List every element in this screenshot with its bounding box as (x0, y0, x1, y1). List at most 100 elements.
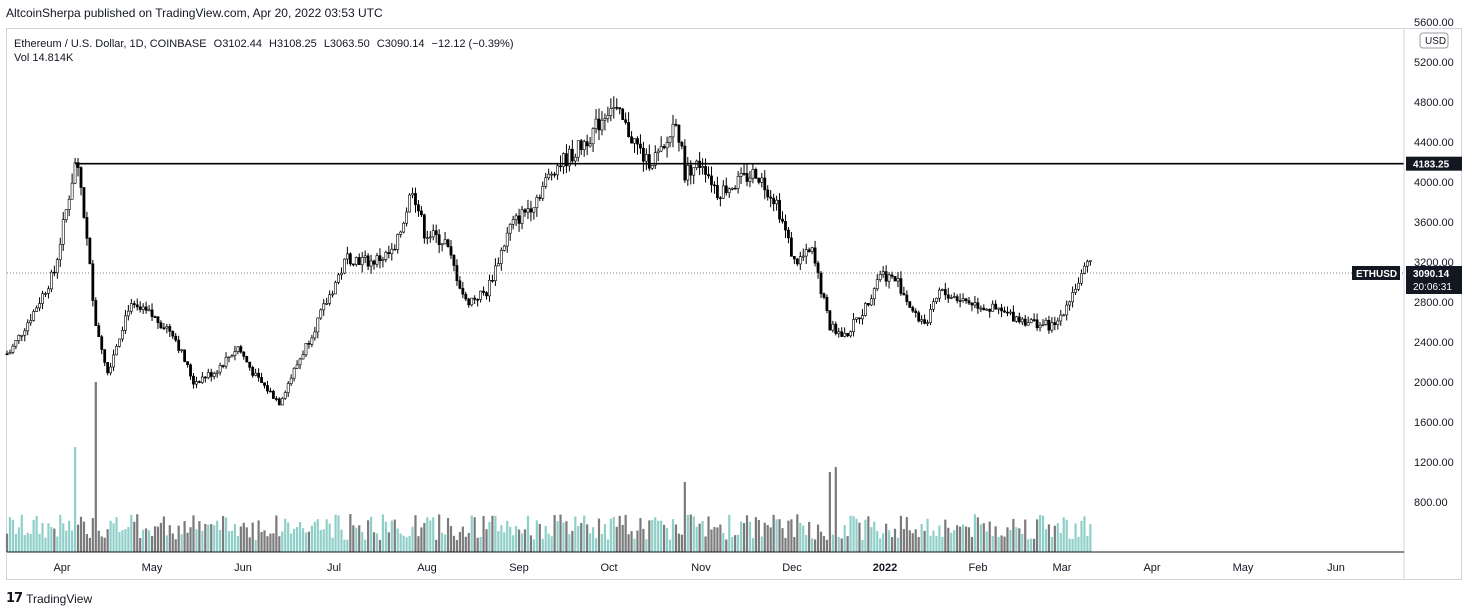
candle-body (769, 196, 773, 199)
volume-bar (423, 522, 426, 552)
volume-bar (651, 519, 654, 552)
candle (807, 247, 811, 253)
volume-bar (346, 539, 349, 552)
candle (414, 187, 417, 213)
candle-body (203, 376, 207, 379)
volume-bar (503, 532, 506, 552)
volume-bar (589, 533, 592, 552)
candle (141, 303, 145, 314)
candle (1009, 309, 1012, 316)
candle (221, 364, 225, 369)
volume-bar (358, 525, 361, 552)
volume-bar (62, 523, 65, 552)
candle-body (277, 398, 281, 406)
candle-body (529, 208, 533, 213)
candle (713, 181, 716, 194)
volume-bar (420, 527, 423, 552)
volume-bar (1071, 538, 1074, 552)
candle-body (1044, 319, 1048, 325)
candle (875, 274, 879, 292)
volume-bar (917, 537, 920, 552)
candle (254, 368, 258, 377)
chart-frame[interactable] (6, 28, 1462, 580)
volume-bar (32, 519, 35, 552)
candle-body (422, 214, 426, 239)
volume-bar (281, 531, 284, 552)
candle (124, 309, 127, 334)
candle (1006, 306, 1009, 317)
candle (902, 286, 906, 296)
time-axis[interactable]: Apr May Jun Jul Aug Sep Oct Nov Dec 2022 Feb Mar Apr… (7, 551, 1404, 574)
candle-body (263, 382, 266, 386)
candle (476, 298, 480, 307)
volume-bar (541, 538, 544, 552)
volume-bar (811, 538, 814, 552)
candle-body (257, 372, 261, 378)
candle (1014, 315, 1018, 323)
candle (100, 334, 104, 355)
candle-body (825, 297, 829, 311)
candle-body (431, 230, 435, 238)
candle-body (923, 319, 927, 324)
volume-bar (532, 539, 535, 552)
volume-bar (976, 517, 979, 552)
candle-body (1000, 307, 1003, 312)
price-axis[interactable]: 800.00 1200.00 1600.00 2000.00 2400.00 2800.0… (1352, 17, 1462, 580)
volume-bar (950, 532, 953, 552)
candle-body (55, 259, 59, 274)
volume-bar (985, 531, 988, 552)
candle-body (878, 274, 882, 280)
volume-bar (621, 524, 624, 552)
y-tick-label: 4000.00 (1414, 177, 1454, 189)
candle-body (837, 331, 841, 334)
volume-bar (695, 526, 698, 552)
candle (452, 254, 456, 272)
volume-bar (53, 528, 56, 552)
candle (488, 274, 491, 302)
candle (881, 266, 885, 278)
candle (715, 176, 719, 201)
volume-bar (340, 529, 343, 552)
candle-body (766, 189, 770, 198)
volume-bar (805, 535, 808, 552)
volume-bar (213, 525, 216, 552)
volume-bar (1024, 519, 1027, 552)
volume-bar (808, 521, 811, 552)
candle-body (496, 263, 500, 267)
volume-bar (769, 527, 772, 552)
candle (523, 208, 527, 217)
volume-bar (1059, 533, 1062, 552)
candle (251, 365, 255, 378)
candle (1041, 319, 1045, 327)
chart-legend: Ethereum / U.S. Dollar, 1D, COINBASE O31… (14, 36, 518, 52)
candle (976, 297, 980, 314)
candle (579, 138, 583, 155)
candle (162, 323, 166, 330)
volume-bar (941, 536, 944, 552)
volume-bar (290, 533, 293, 552)
candle-body (822, 293, 826, 298)
volume-bar (834, 467, 837, 552)
candle-body (505, 232, 509, 247)
volume-bar (201, 530, 204, 552)
volume-bar (624, 514, 627, 552)
candle (775, 195, 779, 211)
candle-body (230, 355, 234, 358)
candle (1062, 313, 1066, 317)
volume-bar (574, 516, 577, 552)
candle (266, 380, 269, 394)
symbol-label[interactable]: Ethereum / U.S. Dollar, 1D, COINBASE (14, 38, 207, 50)
candle (763, 170, 767, 200)
volume-bar (168, 525, 171, 552)
volume-bar (1074, 523, 1077, 552)
candle-body (245, 356, 249, 363)
candle (55, 257, 59, 279)
candle (795, 258, 799, 267)
candle-body (32, 311, 36, 321)
candle-body (337, 274, 340, 283)
y-tick-label: 2400.00 (1414, 337, 1454, 349)
volume-bar (970, 536, 974, 552)
candle (5, 350, 9, 356)
candle-body (668, 136, 672, 143)
